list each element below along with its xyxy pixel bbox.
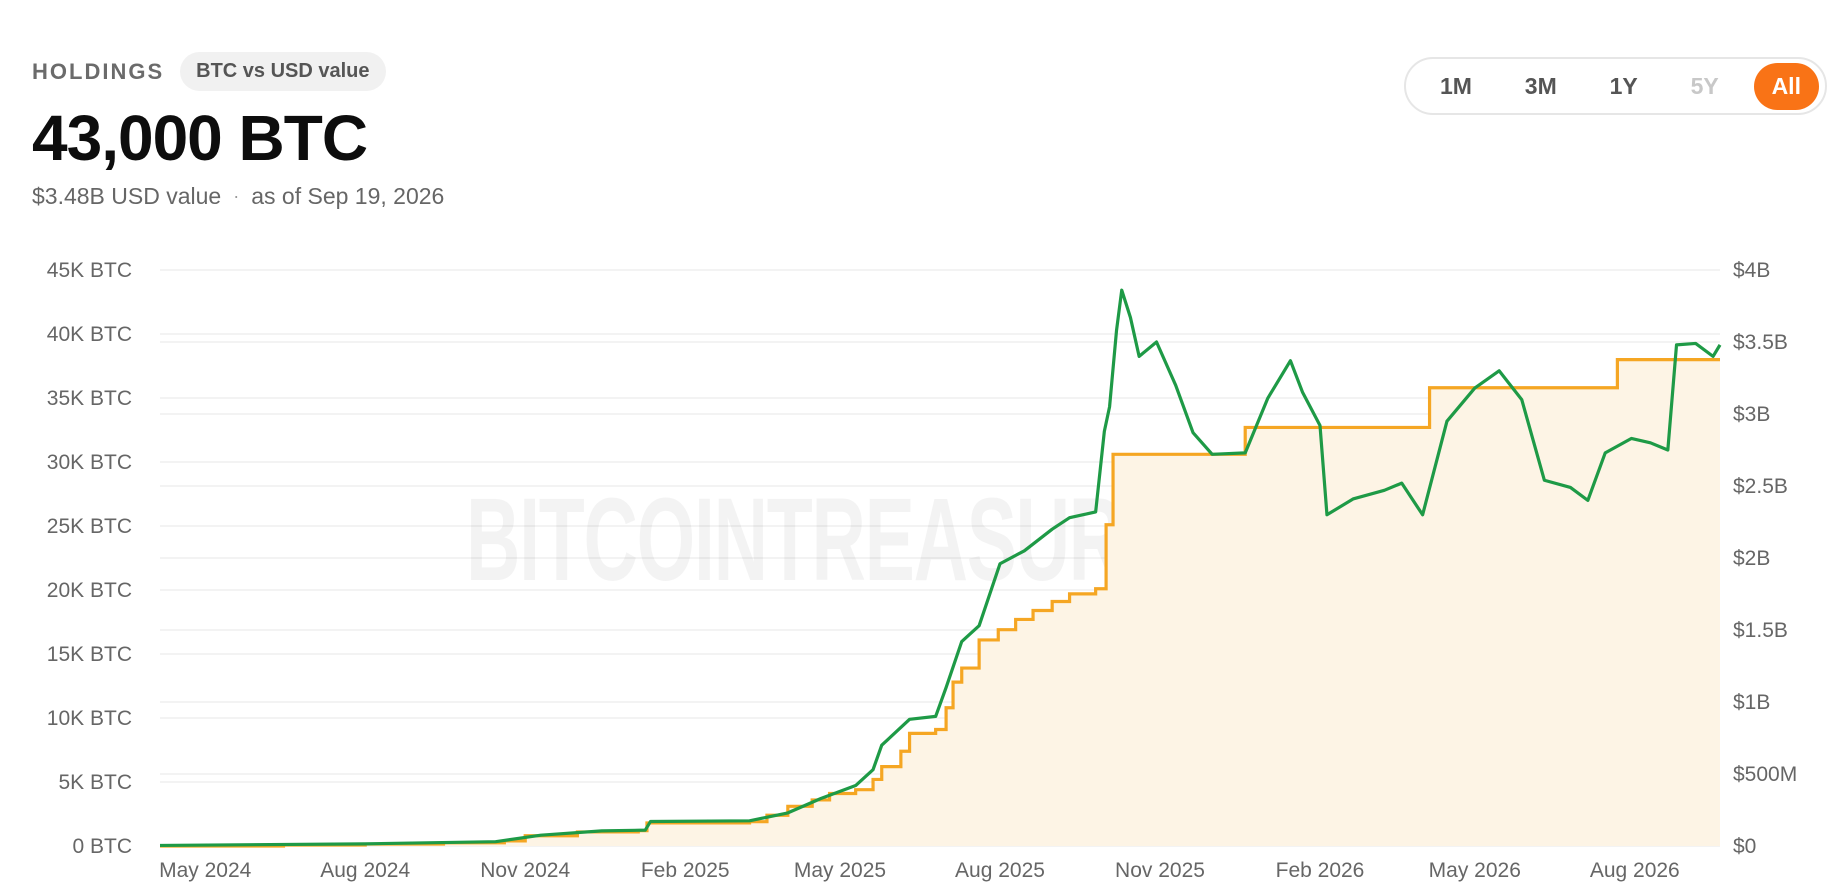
time-range-selector: 1M 3M 1Y 5Y All — [1404, 57, 1827, 115]
x-axis-tick-label: Aug 2024 — [320, 859, 410, 882]
right-axis-tick-label: $3.5B — [1733, 331, 1788, 354]
holdings-header: HOLDINGS BTC vs USD value 43,000 BTC $3.… — [32, 52, 444, 210]
holdings-value: 43,000 BTC — [32, 102, 368, 174]
usd-value-line — [159, 288, 1722, 848]
x-axis-tick-label: Feb 2026 — [1276, 859, 1365, 882]
holdings-label-row: HOLDINGS BTC vs USD value — [32, 52, 444, 91]
chart-series — [159, 288, 1722, 848]
left-axis-tick-label: 45K BTC — [47, 259, 132, 282]
x-axis-tick-label: May 2025 — [794, 859, 886, 882]
left-axis-labels: 0 BTC 5K BTC 10K BTC 15K BTC 20K BTC 25K BTC 3… — [47, 259, 132, 858]
right-axis-tick-label: $1.5B — [1733, 619, 1788, 642]
left-axis-tick-label: 0 BTC — [72, 835, 132, 858]
left-axis-tick-label: 35K BTC — [47, 387, 132, 410]
x-axis-tick-label: Nov 2025 — [1115, 859, 1205, 882]
x-axis-tick-label: Feb 2025 — [641, 859, 730, 882]
range-button-1y[interactable]: 1Y — [1609, 72, 1638, 99]
x-axis-tick-label: May 2024 — [159, 859, 252, 882]
mode-badge: BTC vs USD value — [180, 52, 386, 91]
btc-area — [160, 359, 1720, 846]
x-axis-tick-label: Aug 2026 — [1590, 859, 1680, 882]
left-axis-tick-label: 40K BTC — [47, 323, 132, 346]
range-button-5y: 5Y — [1690, 72, 1719, 99]
x-axis-tick-label: Nov 2024 — [480, 859, 570, 882]
holdings-label: HOLDINGS — [32, 58, 165, 84]
right-axis-tick-label: $0 — [1733, 835, 1756, 858]
left-axis-tick-label: 5K BTC — [58, 771, 132, 794]
x-axis-tick-label: Aug 2025 — [955, 859, 1045, 882]
btc-area-fill — [160, 359, 1720, 846]
left-axis-tick-label: 20K BTC — [47, 579, 132, 602]
right-axis-tick-label: $2B — [1733, 547, 1770, 570]
holdings-subline: $3.48B USD value · as of Sep 19, 2026 — [32, 183, 444, 210]
left-axis-tick-label: 15K BTC — [47, 643, 132, 666]
range-button-all[interactable]: All — [1753, 62, 1819, 110]
x-axis-labels: May 2024 Aug 2024 Nov 2024 Feb 2025 May 2025… — [159, 859, 1680, 882]
range-button-1m[interactable]: 1M — [1440, 72, 1472, 99]
left-axis-tick-label: 25K BTC — [47, 515, 132, 538]
left-axis-tick-label: 30K BTC — [47, 451, 132, 474]
as-of-date: as of Sep 19, 2026 — [251, 183, 445, 209]
right-axis-tick-label: $500M — [1733, 763, 1797, 786]
right-axis-labels: $0 $500M $1B $1.5B $2B $2.5B $3B $3.5B $4B — [1733, 259, 1797, 858]
right-axis-tick-label: $1B — [1733, 691, 1770, 714]
separator-dot: · — [233, 186, 240, 206]
left-axis-tick-label: 10K BTC — [47, 707, 132, 730]
usd-value: $3.48B USD value — [32, 183, 222, 209]
right-axis-tick-label: $4B — [1733, 259, 1770, 282]
right-axis-tick-label: $3B — [1733, 403, 1770, 426]
x-axis-tick-label: May 2026 — [1429, 859, 1521, 882]
range-button-3m[interactable]: 3M — [1524, 72, 1557, 99]
right-axis-tick-label: $2.5B — [1733, 475, 1788, 498]
